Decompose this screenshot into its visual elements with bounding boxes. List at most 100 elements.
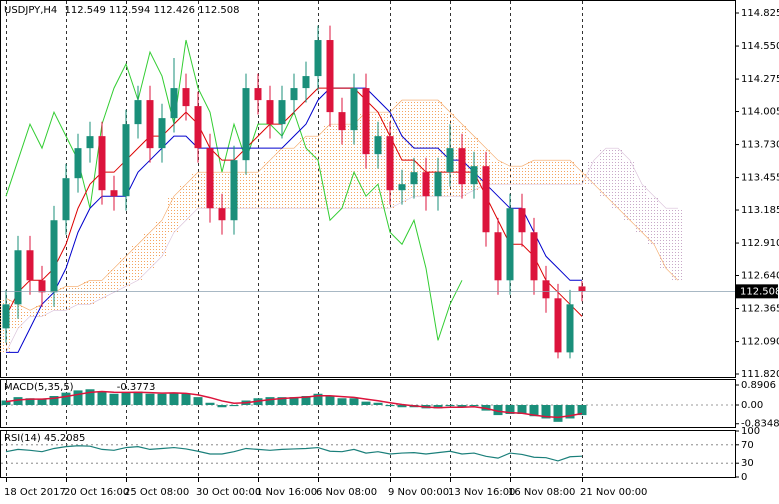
- candle-body: [254, 88, 262, 101]
- macd-bar: [133, 391, 143, 405]
- chart-header: USDJPY,H4 112.549 112.594 112.426 112.50…: [4, 5, 239, 16]
- macd-bar: [277, 397, 287, 405]
- y-tick-label: 113.730: [741, 140, 779, 151]
- close-value: 112.508: [198, 5, 239, 16]
- candle-body: [74, 148, 82, 179]
- cloud-slice: [180, 184, 192, 221]
- x-tick-label: 25 Oct 08:00: [124, 487, 189, 498]
- candle-body: [542, 280, 550, 299]
- cloud-slice: [192, 172, 204, 209]
- macd-bar: [517, 404, 527, 414]
- candle-body: [470, 166, 478, 185]
- candle-body: [170, 88, 178, 119]
- candle-body: [230, 160, 238, 221]
- macd-bar: [565, 404, 575, 419]
- macd-bar: [193, 397, 203, 405]
- cloud-slice: [132, 244, 144, 281]
- x-tick-label: 1 Nov 16:00: [256, 487, 317, 498]
- candle-body: [518, 208, 526, 233]
- candle-body: [50, 220, 58, 293]
- y-tick-label: 114.825: [741, 8, 779, 19]
- macd-bar: [385, 404, 395, 407]
- macd-bar: [325, 396, 335, 405]
- candle-body: [2, 304, 10, 329]
- macd-bar: [265, 397, 275, 405]
- macd-signal-value: -0.3773: [117, 382, 156, 393]
- x-tick-label: 20 Oct 16:00: [64, 487, 129, 498]
- macd-bar: [445, 404, 455, 407]
- cloud-slice: [648, 196, 660, 245]
- macd-bar: [73, 390, 83, 405]
- macd-bar: [169, 392, 179, 405]
- cloud-slice: [672, 208, 684, 281]
- candle-body: [422, 172, 430, 197]
- cloud-slice: [600, 148, 612, 197]
- macd-bar: [361, 401, 371, 405]
- candle-body: [62, 178, 70, 221]
- chikou-line: [5, 39, 463, 341]
- candle-body: [434, 172, 442, 197]
- rsi-header: RSI(14) 45.2085: [4, 433, 85, 444]
- y-tick-label: 114.005: [741, 107, 779, 118]
- cloud-slice: [492, 160, 504, 185]
- candle-body: [374, 136, 382, 155]
- cloud-slice: [60, 286, 72, 311]
- macd-bar: [205, 402, 215, 405]
- cloud-slice: [324, 124, 336, 209]
- macd-bar: [493, 404, 503, 416]
- macd-bar: [505, 404, 515, 414]
- candle-body: [14, 250, 22, 305]
- candle-body: [554, 298, 562, 353]
- macd-bar: [469, 404, 479, 407]
- candle-body: [242, 88, 250, 161]
- candle-body: [338, 112, 346, 131]
- candle-body: [410, 172, 418, 185]
- x-tick-label: 30 Oct 00:00: [196, 487, 261, 498]
- y-tick-label: 114.275: [741, 74, 779, 85]
- candle-body: [290, 88, 298, 101]
- cloud-slice: [396, 100, 408, 203]
- cloud-slice: [276, 148, 288, 209]
- candle-body: [386, 136, 394, 191]
- macd-panel: [0, 379, 736, 428]
- y-tick-label: -0.8348: [741, 419, 779, 430]
- candle-body: [206, 148, 214, 209]
- macd-header: MACD(5,35,5) -0.3773: [4, 382, 155, 393]
- cloud-slice: [24, 310, 36, 317]
- macd-bar: [337, 398, 347, 405]
- candle-body: [134, 100, 142, 125]
- macd-bar: [553, 404, 563, 422]
- candle-body: [446, 148, 454, 173]
- macd-bar: [217, 404, 227, 408]
- rsi-title: RSI(14): [4, 433, 41, 444]
- open-value: 112.549: [64, 5, 105, 16]
- y-tick-label: 113.185: [741, 205, 779, 216]
- candle-body: [278, 100, 286, 125]
- cloud-slice: [72, 286, 84, 305]
- last-price-label: 112.508: [740, 286, 779, 297]
- macd-title: MACD(5,35,5): [4, 382, 74, 393]
- low-value: 112.426: [154, 5, 195, 16]
- y-tick-label: 114.550: [741, 41, 779, 52]
- cloud-slice: [504, 166, 516, 185]
- candle-body: [362, 88, 370, 155]
- macd-bar: [313, 393, 323, 405]
- macd-bar: [301, 396, 311, 405]
- candle-body: [314, 40, 322, 77]
- macd-bar: [49, 396, 59, 405]
- cloud-slice: [108, 268, 120, 293]
- cloud-slice: [84, 280, 96, 305]
- macd-bar: [229, 404, 239, 407]
- cloud-slice: [528, 160, 540, 185]
- cloud-slice: [336, 124, 348, 209]
- macd-bar: [457, 404, 467, 408]
- candle-body: [98, 136, 106, 191]
- candle-body: [38, 280, 46, 293]
- candle-body: [578, 286, 586, 292]
- macd-bar: [121, 392, 131, 405]
- rsi-panel: [0, 430, 736, 478]
- cloud-slice: [168, 196, 180, 233]
- cloud-slice: [312, 136, 324, 209]
- cloud-slice: [588, 160, 600, 185]
